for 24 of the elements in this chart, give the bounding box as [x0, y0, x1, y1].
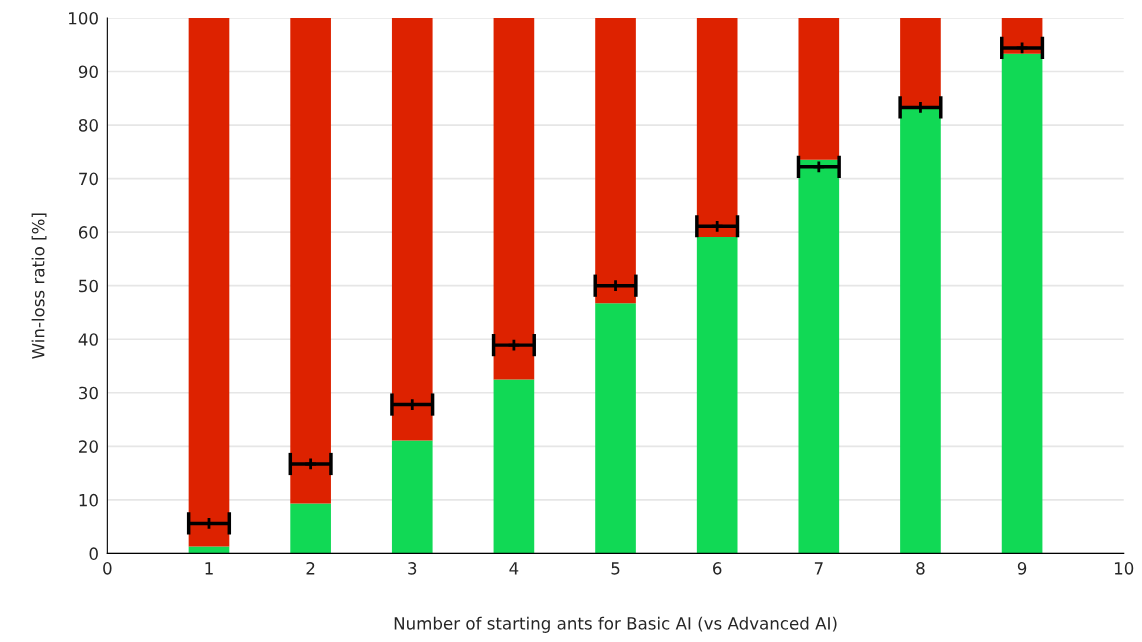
- y-tick-label: 0: [89, 547, 98, 560]
- x-tick-label: 3: [408, 562, 417, 575]
- x-tick-label: 5: [611, 562, 620, 575]
- x-tick-label: 7: [814, 562, 823, 575]
- y-tick-label: 70: [79, 172, 98, 186]
- x-tick-label: 0: [103, 562, 112, 575]
- x-tick-label: 1: [205, 562, 213, 575]
- x-tick-label: 8: [916, 562, 925, 575]
- y-tick-label: 100: [69, 11, 98, 25]
- y-tick-label: 30: [79, 386, 98, 400]
- x-tick-label: 2: [306, 562, 315, 575]
- x-tick-label: 10: [1114, 562, 1134, 575]
- x-axis-title: Number of starting ants for Basic AI (vs Advanced AI): [394, 616, 837, 633]
- y-tick-label: 40: [78, 333, 98, 346]
- x-tick-label: 9: [1017, 562, 1027, 575]
- y-tick-label: 90: [78, 65, 98, 79]
- y-tick-label: 60: [78, 226, 98, 239]
- x-tick-label: 6: [713, 562, 722, 575]
- y-tick-label: 50: [79, 279, 98, 293]
- y-axis-title: Win-loss ratio [%]: [31, 213, 47, 359]
- y-tick-label: 10: [79, 493, 98, 507]
- x-tick-label: 4: [509, 562, 519, 575]
- y-tick-label: 80: [78, 119, 98, 132]
- y-tick-label: 20: [79, 440, 98, 453]
